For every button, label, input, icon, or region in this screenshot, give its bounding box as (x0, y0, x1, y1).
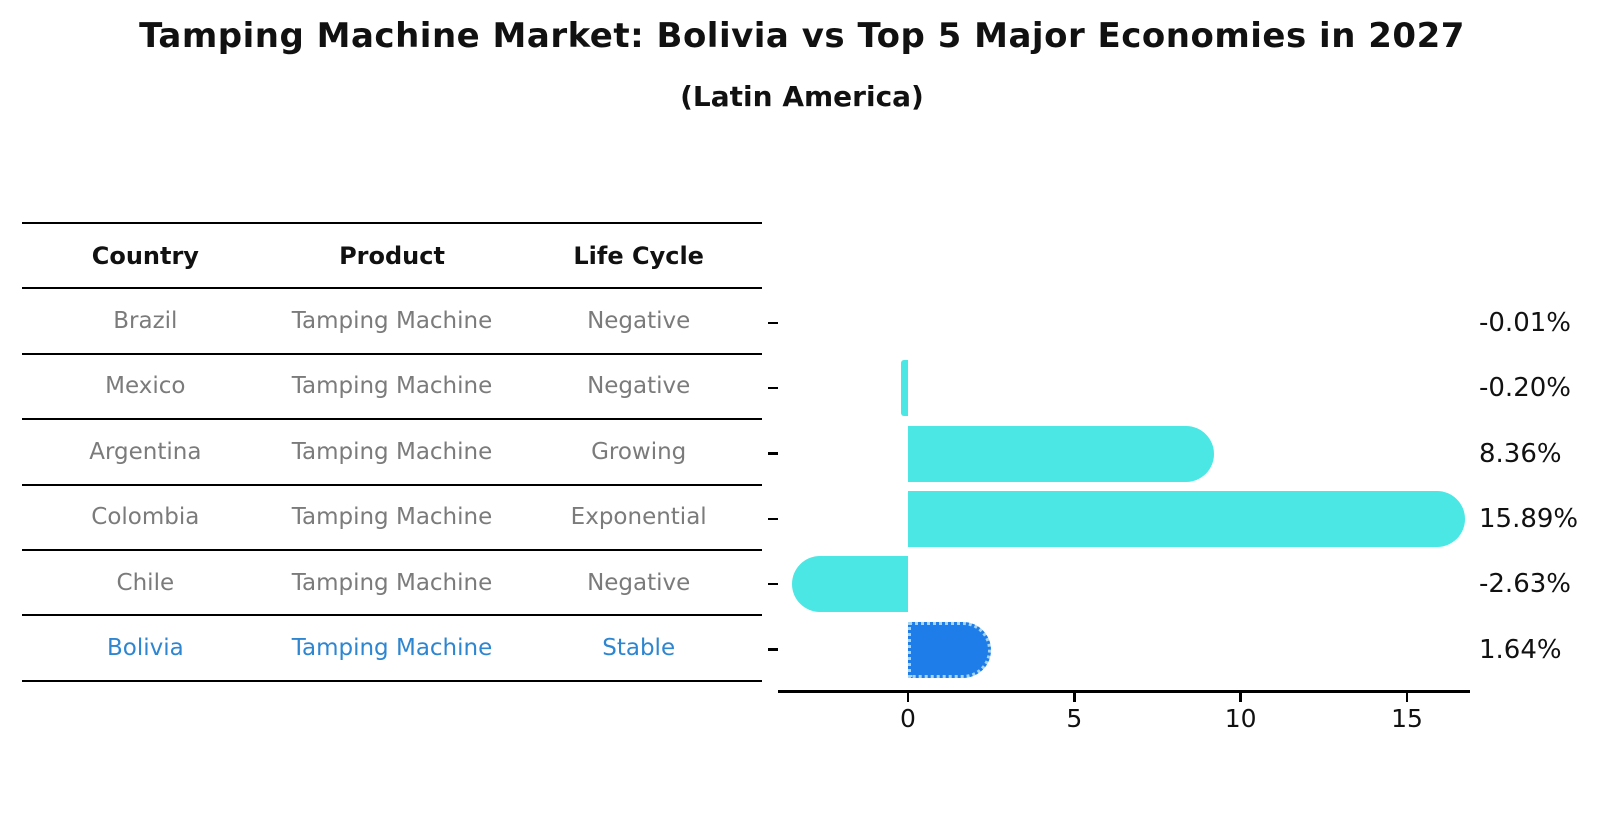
value-label-chile: -2.63% (1479, 569, 1571, 600)
x-tick-label: 10 (1224, 704, 1257, 733)
chart-subtitle: (Latin America) (680, 80, 924, 113)
x-axis-tick (1073, 692, 1076, 702)
y-axis-tick (768, 582, 778, 586)
column-header-product: Product (339, 241, 445, 270)
cell-product: Tamping Machine (291, 635, 493, 662)
cell-product: Tamping Machine (291, 373, 493, 400)
table-row-bolivia: Bolivia Tamping Machine Stable (22, 616, 762, 682)
x-tick-label: 0 (900, 704, 916, 733)
bar-chile (792, 556, 908, 613)
value-label-colombia: 15.89% (1479, 503, 1579, 534)
x-axis-tick (906, 692, 910, 702)
cell-country: Colombia (91, 504, 200, 531)
table-header-row: Country Product Life Cycle (22, 224, 762, 290)
country-table: Country Product Life Cycle Brazil Tampin… (22, 222, 762, 682)
value-label-mexico: -0.20% (1479, 373, 1571, 404)
x-axis-tick (1405, 692, 1409, 702)
y-axis-tick (768, 386, 778, 390)
cell-product: Tamping Machine (291, 438, 493, 465)
cell-life-cycle: Stable (602, 635, 676, 662)
column-header-country: Country (91, 241, 199, 270)
cell-life-cycle: Negative (587, 373, 691, 400)
chart-title: Tamping Machine Market: Bolivia vs Top 5… (139, 16, 1465, 56)
cell-life-cycle: Exponential (570, 504, 707, 531)
x-axis-line (778, 690, 1470, 693)
cell-product: Tamping Machine (291, 308, 493, 335)
cell-product: Tamping Machine (291, 504, 493, 531)
y-axis-tick (768, 648, 778, 651)
bar-mexico (901, 360, 908, 417)
cell-life-cycle: Growing (591, 438, 687, 465)
bar-argentina (908, 425, 1215, 482)
cell-country: Bolivia (106, 635, 184, 662)
y-axis-tick (768, 321, 778, 325)
column-header-life-cycle: Life Cycle (573, 241, 704, 270)
x-axis-tick (1239, 692, 1242, 702)
x-tick-label: 5 (1066, 704, 1083, 733)
table-row-argentina: Argentina Tamping Machine Growing (22, 420, 762, 486)
cell-country: Chile (116, 569, 175, 596)
table-row-brazil: Brazil Tamping Machine Negative (22, 289, 762, 355)
value-label-bolivia: 1.64% (1479, 634, 1562, 665)
y-axis-tick (768, 452, 778, 455)
cell-product: Tamping Machine (291, 569, 493, 596)
value-label-argentina: 8.36% (1479, 438, 1562, 469)
cell-country: Mexico (105, 373, 186, 400)
bar-colombia (908, 490, 1465, 547)
cell-country: Brazil (113, 308, 178, 335)
x-tick-label: 15 (1391, 704, 1423, 733)
table-row-chile: Chile Tamping Machine Negative (22, 551, 762, 617)
table-row-mexico: Mexico Tamping Machine Negative (22, 355, 762, 421)
cell-life-cycle: Negative (587, 308, 691, 335)
y-axis-tick (768, 517, 778, 521)
value-label-brazil: -0.01% (1479, 307, 1571, 338)
cell-life-cycle: Negative (587, 569, 691, 596)
cell-country: Argentina (89, 438, 202, 465)
table-row-colombia: Colombia Tamping Machine Exponential (22, 486, 762, 551)
bar-bolivia-highlighted (908, 621, 991, 678)
